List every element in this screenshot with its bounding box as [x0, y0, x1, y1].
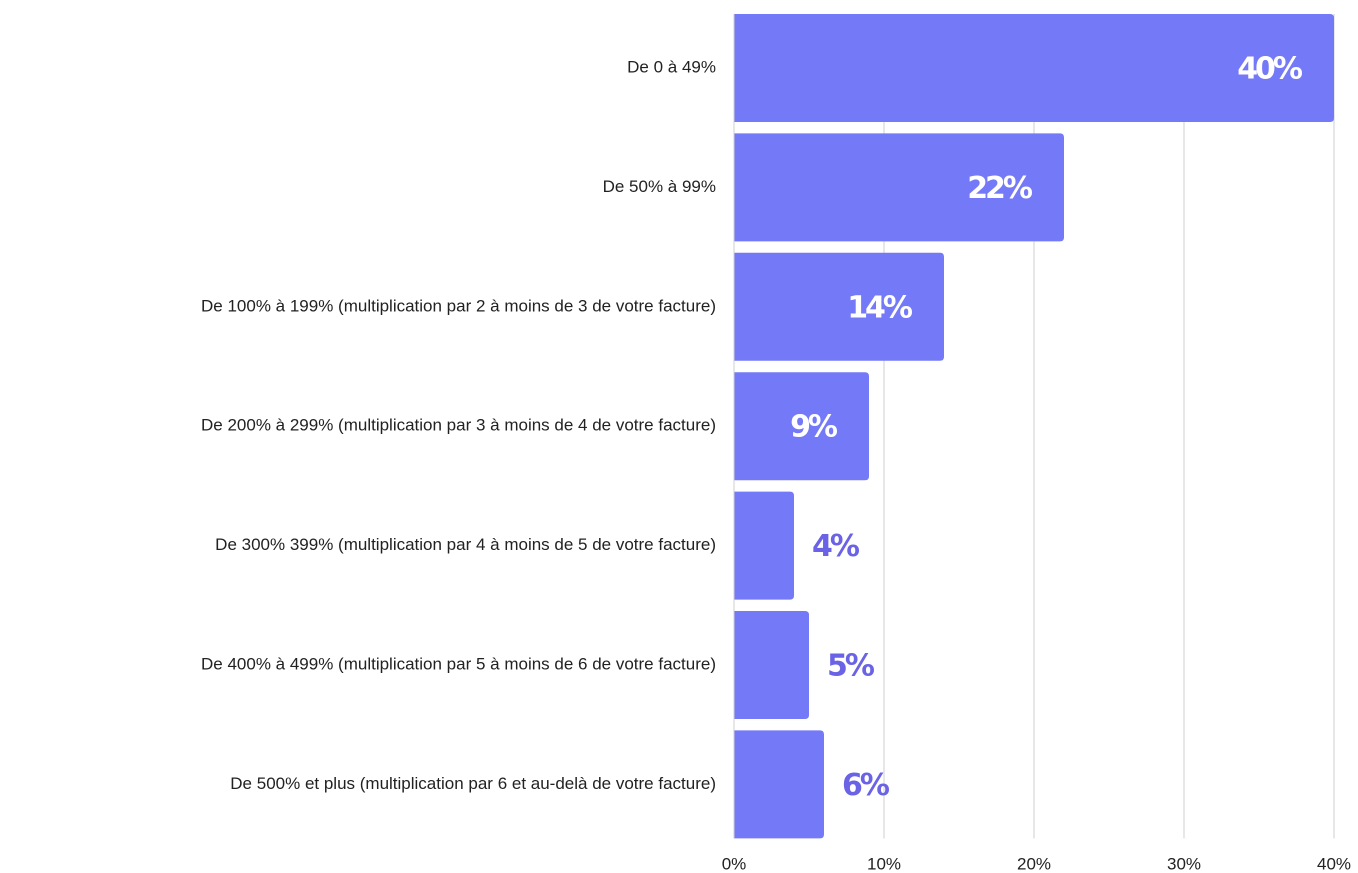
category-label: De 0 à 49%	[627, 57, 716, 76]
value-label: 40%	[1237, 52, 1303, 87]
category-label: De 50% à 99%	[603, 177, 716, 196]
value-label: 9%	[790, 410, 838, 445]
value-label: 5%	[827, 649, 875, 684]
bar	[734, 730, 824, 839]
x-tick-label: 40%	[1317, 854, 1351, 873]
bar	[734, 252, 944, 361]
bar	[734, 14, 1334, 122]
category-label: De 100% à 199% (multiplication par 2 à m…	[201, 296, 716, 315]
bar	[734, 372, 869, 481]
category-label: De 300% 399% (multiplication par 4 à moi…	[215, 535, 716, 554]
x-tick-label: 30%	[1167, 854, 1201, 873]
category-label: De 400% à 499% (multiplication par 5 à m…	[201, 654, 716, 673]
value-label: 6%	[842, 768, 890, 803]
value-label: 22%	[967, 171, 1033, 206]
x-tick-label: 0%	[722, 854, 747, 873]
x-tick-label: 20%	[1017, 854, 1051, 873]
value-label: 4%	[812, 529, 860, 564]
bar	[734, 611, 809, 719]
category-label: De 500% et plus (multiplication par 6 et…	[230, 774, 716, 793]
value-label: 14%	[847, 290, 913, 325]
bar	[734, 133, 1064, 242]
x-tick-label: 10%	[867, 854, 901, 873]
bar	[734, 491, 794, 600]
category-label: De 200% à 299% (multiplication par 3 à m…	[201, 416, 716, 435]
